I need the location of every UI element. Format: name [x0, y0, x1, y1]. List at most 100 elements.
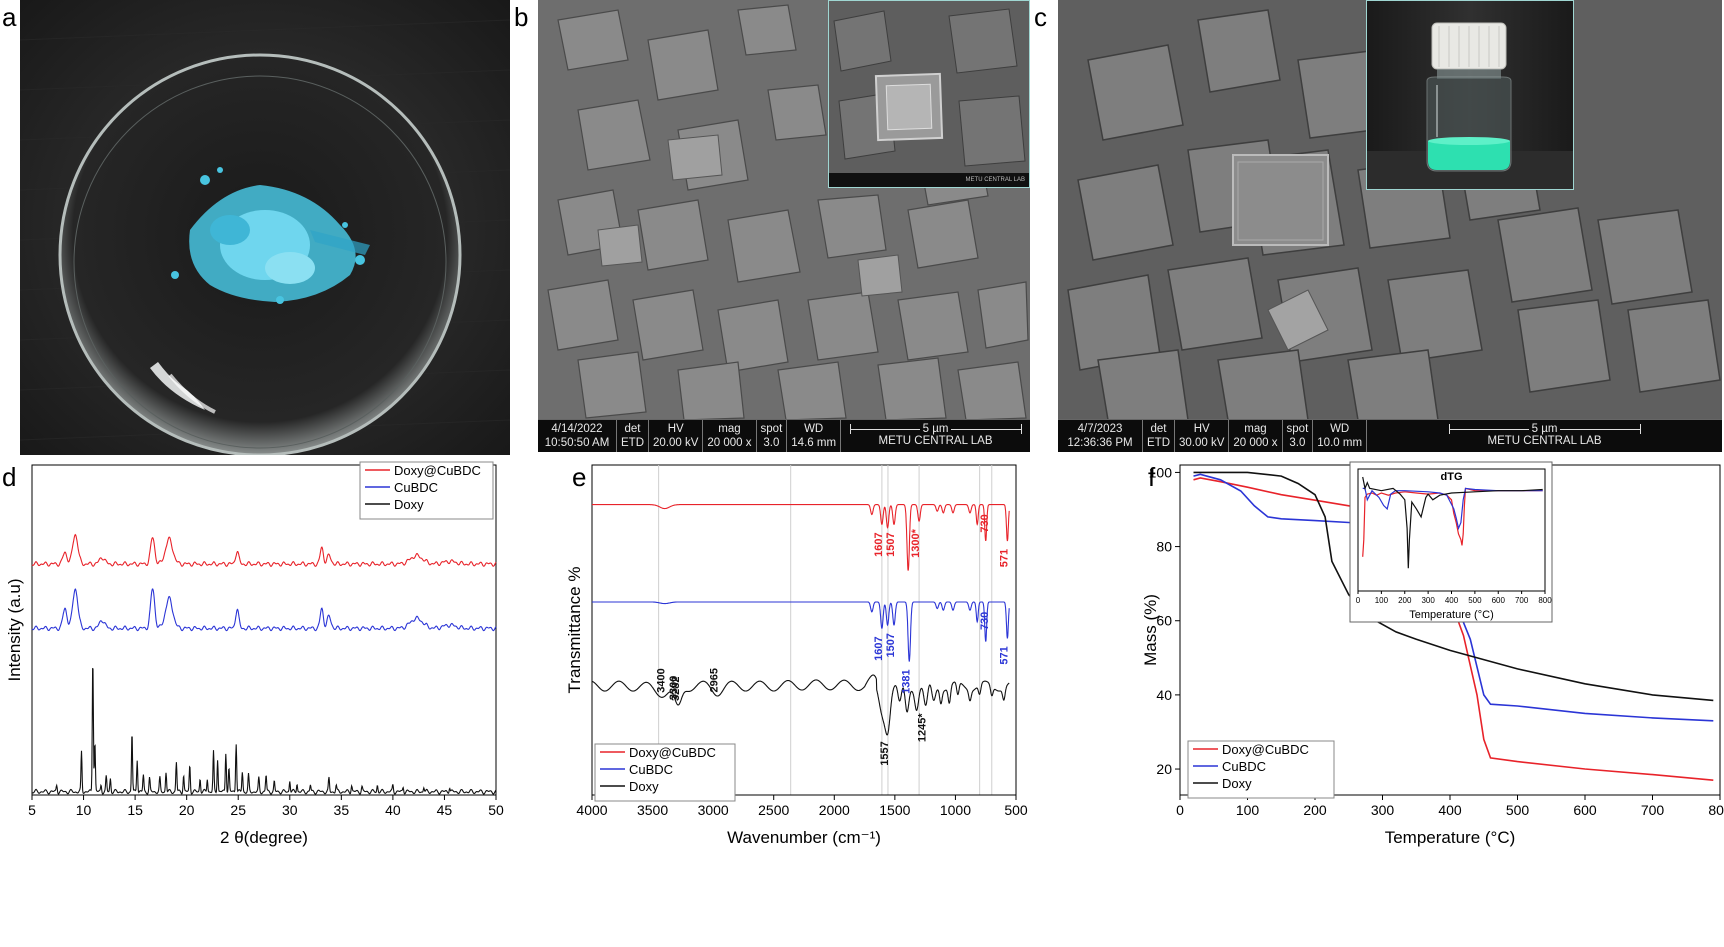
inset-x-tick-label: 100: [1375, 596, 1389, 605]
sem-mag-header: mag: [718, 423, 741, 435]
peak-label: 730: [979, 514, 991, 532]
x-tick-label: 100: [1236, 802, 1260, 818]
peak-label: 3282: [670, 677, 682, 701]
peak-label: 3400: [656, 668, 668, 692]
x-tick-label: 600: [1573, 802, 1597, 818]
x-axis-title: Temperature (°C): [1385, 828, 1516, 847]
x-tick-label: 200: [1303, 802, 1327, 818]
sem-wd: 14.6 mm: [791, 437, 837, 449]
large-crystal: [1232, 154, 1329, 246]
x-tick-label: 500: [1506, 802, 1530, 818]
sem-hv-header: HV: [667, 423, 684, 435]
panel-c: c: [1032, 0, 1724, 455]
sem-det: ETD: [1147, 437, 1170, 449]
x-tick-label: 2000: [819, 802, 850, 818]
sem-mag: 20 000 x: [707, 437, 752, 449]
panel-a: a: [0, 0, 510, 455]
peak-label: 3300: [668, 676, 680, 700]
sem-inset-lab: METU CENTRAL LAB: [965, 177, 1025, 183]
sem-scale-bar: 5 µm: [849, 423, 1022, 435]
panel-label-c: c: [1034, 2, 1047, 32]
sem-info-bar-c: 4/7/2023 12:36:36 PM det ETD HV 30.00 kV ma…: [1058, 419, 1722, 452]
sem-scale-block: 5 µm METU CENTRAL LAB: [841, 420, 1030, 452]
series-line-cubdc: [592, 601, 1010, 662]
x-tick-label: 0: [1176, 802, 1184, 818]
x-tick-label: 300: [1371, 802, 1395, 818]
legend-box: [594, 743, 736, 802]
series-line-doxy-cubdc: [592, 504, 1010, 571]
legend-entry: Doxy@CuBDC: [394, 463, 481, 478]
legend-entry: Doxy: [1222, 776, 1252, 791]
vial-liquid: [1428, 141, 1510, 170]
x-axis-title: Wavenumber (cm⁻¹): [727, 828, 881, 847]
panel-label-b: b: [514, 2, 529, 32]
xrd-chart: 5 10 15 20 25 30 35 40 45 50 2 θ(degree) Intensity …: [5, 461, 504, 847]
sem-det-header: det: [624, 423, 641, 435]
peak-label: 1507: [885, 532, 897, 556]
x-tick-label: 10: [76, 802, 92, 818]
inset-x-tick-label: 0: [1356, 596, 1361, 605]
panel-label-e: e: [572, 462, 587, 492]
inset-title: dTG: [1441, 471, 1463, 483]
vial-photo-inset: [1366, 0, 1574, 190]
sem-wd-header: WD: [1330, 423, 1350, 435]
sem-hv-header: HV: [1193, 423, 1210, 435]
sem-scale-label: 5 µm: [922, 423, 949, 435]
peak-label: 1557: [879, 741, 891, 765]
legend-entry: Doxy@CuBDC: [629, 745, 716, 760]
y-tick-label: 80: [1156, 539, 1172, 555]
legend-entry: CuBDC: [629, 762, 673, 777]
sem-spot: 3.0: [763, 437, 780, 449]
tga-chart: 0 100 200 300 400 500 600 700 800 20 40 60 80 100 Temp…: [1141, 461, 1724, 847]
y-tick-label: 60: [1156, 613, 1172, 629]
sem-mag-header: mag: [1244, 423, 1267, 435]
panel-label-f: f: [1148, 462, 1156, 492]
panel-label-d: d: [2, 462, 17, 492]
sem-texture-c: [1058, 0, 1722, 421]
x-tick-label: 45: [437, 802, 453, 818]
sem-texture-b: [538, 0, 1030, 421]
x-tick-label: 700: [1641, 802, 1665, 818]
sem-image-b: METU CENTRAL LAB 4/14/2022 10:50:50 AM de…: [538, 0, 1030, 452]
sem-hv: 20.00 kV: [653, 437, 699, 449]
inset-x-tick-label: 700: [1515, 596, 1529, 605]
sem-det-header: det: [1150, 423, 1167, 435]
series-line-doxy-cubdc: [31, 533, 497, 567]
sem-hv: 30.00 kV: [1179, 437, 1225, 449]
sem-info-bar-b: 4/14/2022 10:50:50 AM det ETD HV 20.00 kV m…: [538, 419, 1030, 452]
dtg-inset: dTG 0 100 200 300 400 500 600 700 800 Temperature …: [1349, 461, 1553, 623]
sem-scale-label: 5 µm: [1531, 423, 1558, 435]
inset-x-tick-label: 200: [1398, 596, 1412, 605]
peak-label: 571: [998, 549, 1010, 567]
inset-x-tick-label: 600: [1492, 596, 1506, 605]
blue-powder: [171, 167, 370, 304]
peak-label: 1607: [873, 532, 885, 556]
x-tick-label: 40: [385, 802, 401, 818]
y-tick-label: 40: [1156, 687, 1172, 703]
inset-x-tick-label: 300: [1421, 596, 1435, 605]
x-tick-label: 400: [1438, 802, 1462, 818]
panel-b: b: [512, 0, 1032, 455]
x-tick-label: 2500: [758, 802, 789, 818]
peak-label: 730: [979, 612, 991, 630]
y-tick-label: 20: [1156, 761, 1172, 777]
panel-label-a: a: [2, 2, 17, 32]
legend-entry: Doxy@CuBDC: [1222, 742, 1309, 757]
sem-spot-header: spot: [1286, 423, 1309, 435]
peak-label: 571: [998, 646, 1010, 664]
x-tick-label: 4000: [576, 802, 607, 818]
x-tick-label: 3000: [698, 802, 729, 818]
photo-powder-on-watch-glass: [20, 0, 510, 455]
legend-box: [1187, 740, 1335, 799]
sem-spot-header: spot: [760, 423, 783, 435]
peak-label: 1245*: [917, 713, 929, 742]
peak-label: 1607: [873, 636, 885, 660]
legend-entry: Doxy: [629, 779, 659, 794]
sem-date: 4/7/2023: [1077, 423, 1123, 435]
peak-label: 2965: [708, 668, 720, 692]
sem-wd-header: WD: [804, 423, 824, 435]
inset-series-line: [1362, 476, 1543, 569]
x-tick-label: 1500: [879, 802, 910, 818]
sem-date: 4/14/2022: [551, 423, 603, 435]
peak-label: 1507: [885, 633, 897, 657]
